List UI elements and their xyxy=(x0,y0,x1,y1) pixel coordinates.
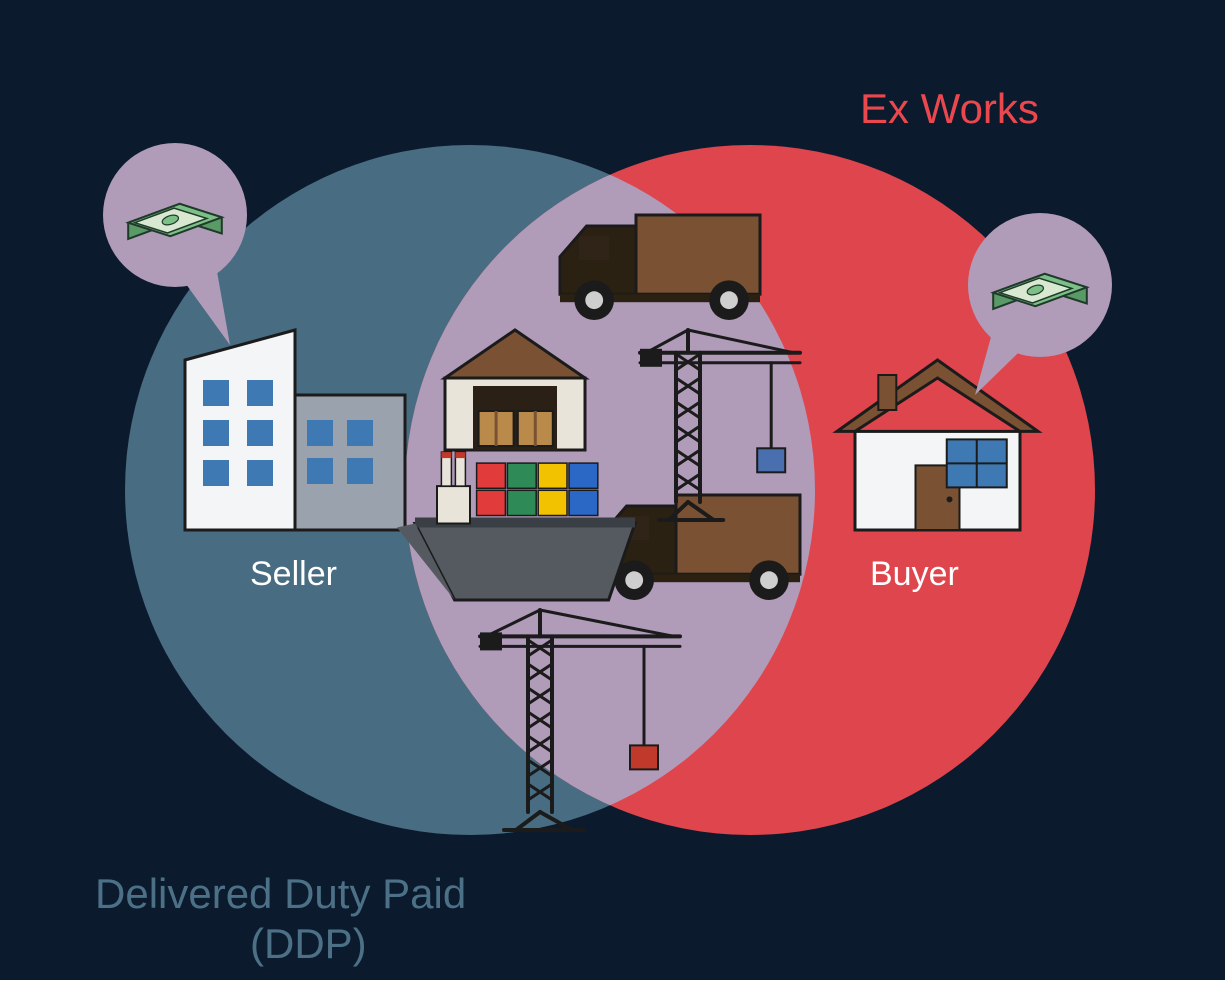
label-ex-works: Ex Works xyxy=(860,85,1039,133)
label-ddp-line2: (DDP) xyxy=(250,920,367,968)
label-seller: Seller xyxy=(250,555,337,594)
label-ddp-line1: Delivered Duty Paid xyxy=(95,870,466,918)
label-buyer: Buyer xyxy=(870,555,959,594)
venn-svg xyxy=(0,0,1225,980)
infographic-stage: Ex Works Delivered Duty Paid (DDP) Selle… xyxy=(0,0,1225,980)
